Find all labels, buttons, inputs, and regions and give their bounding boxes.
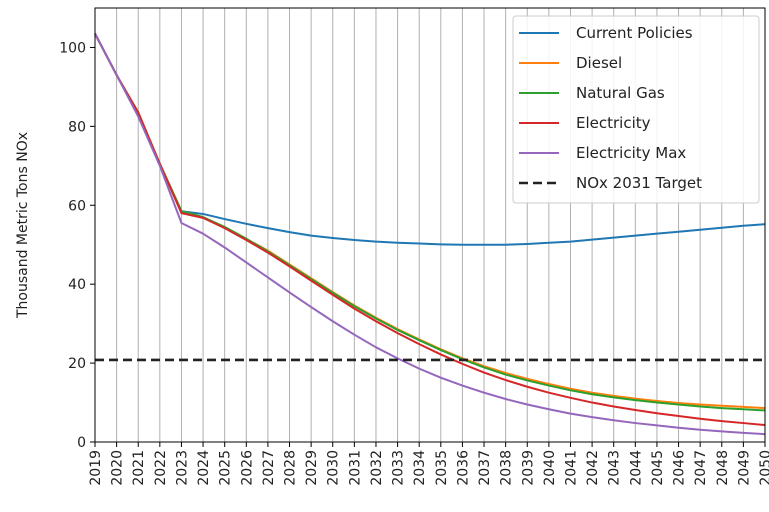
series-line-electricity: [94, 33, 766, 427]
legend-box: [512, 15, 760, 204]
x-tick-label: 2047: [693, 450, 709, 486]
series-line-electricity-max: [94, 33, 766, 436]
x-tick-label: 2042: [585, 450, 601, 486]
x-tick-label: 2033: [391, 450, 407, 486]
x-tick-label: 2035: [434, 450, 450, 486]
x-tick-label: 2041: [563, 450, 579, 486]
x-tick-label: 2044: [628, 450, 644, 486]
x-tick-label: 2031: [347, 450, 363, 486]
x-tick-label: 2046: [672, 450, 688, 486]
x-tick-label: 2043: [607, 450, 623, 486]
x-tick-label: 2029: [304, 450, 320, 486]
y-tick-label: 20: [68, 356, 86, 372]
x-tick-label: 2036: [455, 450, 471, 486]
x-tick-label: 2020: [110, 450, 126, 486]
x-tick-label: 2050: [758, 450, 769, 486]
legend-label: Current Policies: [576, 24, 693, 42]
plot-frame: [94, 7, 766, 443]
y-tick-label: 0: [77, 435, 86, 451]
y-tick-label: 60: [68, 198, 86, 214]
legend-label: Electricity Max: [576, 144, 686, 162]
y-tick-label: 80: [68, 119, 86, 135]
legend-label: Natural Gas: [576, 84, 665, 102]
x-tick-label: 2032: [369, 450, 385, 486]
x-tick-label: 2030: [326, 450, 342, 486]
y-tick-label: 100: [59, 40, 86, 56]
x-tick-label: 2049: [736, 450, 752, 486]
x-tick-label: 2022: [153, 450, 169, 486]
legend: Current Policies Diesel Natural Gas Electri…: [512, 15, 760, 204]
x-tick-label: 2048: [715, 450, 731, 486]
x-tick-label: 2028: [283, 450, 299, 486]
legend-label: NOx 2031 Target: [576, 174, 702, 192]
x-tick-label: 2034: [412, 450, 428, 486]
x-tick-label: 2038: [499, 450, 515, 486]
series-lines: [94, 33, 766, 436]
legend-label: Diesel: [576, 54, 622, 72]
y-axis-ticks: 0 20 40 60 80 100: [59, 40, 95, 451]
x-tick-label: 2039: [520, 450, 536, 486]
series-line-current-policies: [94, 33, 766, 246]
x-tick-label: 2045: [650, 450, 666, 486]
grid-lines: [94, 8, 766, 442]
x-tick-label: 2021: [131, 450, 147, 486]
x-tick-label: 2023: [174, 450, 190, 486]
x-tick-label: 2040: [542, 450, 558, 486]
y-axis-label: Thousand Metric Tons NOx: [15, 132, 31, 319]
x-tick-label: 2037: [477, 450, 493, 486]
x-tick-label: 2025: [218, 450, 234, 486]
y-tick-label: 40: [68, 277, 86, 293]
x-tick-label: 2019: [88, 450, 104, 486]
legend-label: Electricity: [576, 114, 651, 132]
x-axis-ticks: 2019 2020 2021 2022 2023 2024 2025 2026 2027 2028…: [88, 442, 769, 486]
x-tick-label: 2024: [196, 450, 212, 486]
x-tick-label: 2026: [239, 450, 255, 486]
x-tick-label: 2027: [261, 450, 277, 486]
